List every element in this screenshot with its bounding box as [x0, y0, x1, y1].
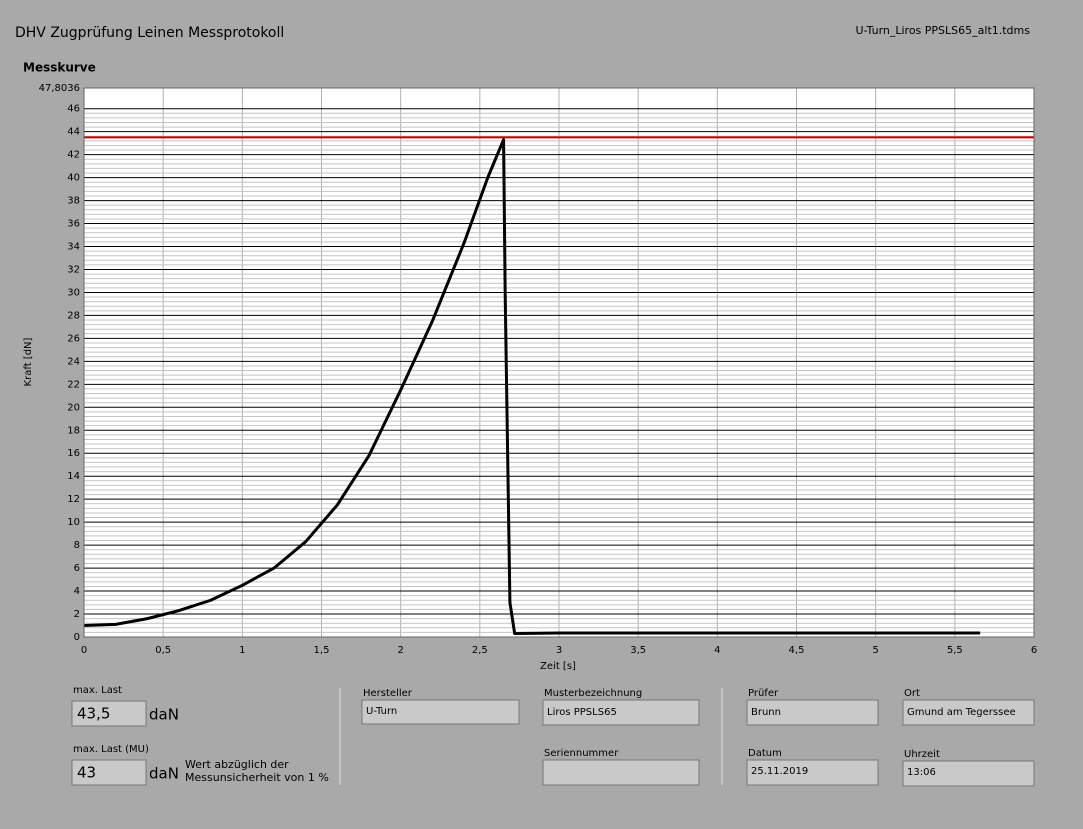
plot-frame — [83, 87, 1035, 638]
file-name: U-Turn_Liros PPSLS65_alt1.tdms — [856, 24, 1031, 37]
y-tick-label: 47,8036 — [39, 83, 80, 94]
x-tick-label: 5,5 — [947, 645, 963, 656]
field-unit: daN — [149, 706, 179, 724]
chart-title: Messkurve — [23, 61, 96, 75]
field-label: Prüfer — [748, 688, 779, 699]
y-tick-label: 6 — [74, 563, 80, 574]
field-value: 43 — [77, 764, 96, 782]
data-line — [83, 138, 981, 636]
y-tick-label: 16 — [67, 448, 80, 459]
x-tick-label: 5 — [872, 645, 878, 656]
x-tick-label: 1,5 — [314, 645, 330, 656]
x-tick-label: 3,5 — [630, 645, 646, 656]
field-value: Gmund am Tegerssee — [907, 707, 1016, 718]
field-label: Uhrzeit — [904, 749, 940, 760]
field-box — [746, 699, 879, 726]
field-label: max. Last (MU) — [73, 744, 149, 755]
x-tick-label: 2,5 — [472, 645, 488, 656]
y-tick-label: 44 — [67, 127, 80, 138]
field-value: U-Turn — [366, 706, 397, 717]
field-note: Messunsicherheit von 1 % — [185, 771, 329, 784]
field-box — [902, 760, 1035, 787]
y-tick-label: 2 — [74, 609, 80, 620]
field-unit: daN — [149, 765, 179, 783]
y-tick-label: 38 — [67, 196, 80, 207]
field-label: Hersteller — [363, 688, 413, 699]
field-label: Ort — [904, 688, 920, 699]
y-tick-label: 4 — [74, 586, 80, 597]
field-value: 43,5 — [77, 705, 110, 723]
x-tick-label: 1 — [239, 645, 245, 656]
y-tick-label: 26 — [67, 333, 80, 344]
y-tick-label: 14 — [67, 471, 80, 482]
field-label: Datum — [748, 748, 782, 759]
y-tick-label: 0 — [74, 632, 80, 643]
y-tick-label: 10 — [67, 517, 80, 528]
x-axis-label: Zeit [s] — [540, 661, 576, 672]
x-tick-label: 4,5 — [789, 645, 805, 656]
y-tick-label: 28 — [67, 310, 80, 321]
y-tick-label: 24 — [67, 356, 80, 367]
y-tick-label: 36 — [67, 219, 80, 230]
x-tick-label: 2 — [397, 645, 403, 656]
field-note: Wert abzüglich der — [185, 758, 289, 771]
x-tick-label: 0,5 — [155, 645, 171, 656]
y-tick-label: 30 — [67, 287, 80, 298]
y-tick-label: 18 — [67, 425, 80, 436]
y-tick-label: 34 — [67, 242, 80, 253]
plot — [83, 87, 1035, 638]
y-tick-label: 20 — [67, 402, 80, 413]
y-tick-label: 42 — [67, 150, 80, 161]
field-box — [542, 759, 700, 786]
y-tick-label: 12 — [67, 494, 80, 505]
y-tick-label: 46 — [67, 104, 80, 115]
field-value: Liros PPSLS65 — [547, 707, 617, 718]
x-tick-label: 3 — [556, 645, 562, 656]
field-value: 13:06 — [907, 767, 936, 778]
field-label: max. Last — [73, 685, 122, 696]
y-tick-label: 40 — [67, 173, 80, 184]
y-tick-label: 22 — [67, 379, 80, 390]
y-tick-label: 8 — [74, 540, 80, 551]
y-axis-label: Kraft [dN] — [23, 337, 34, 386]
page-title: DHV Zugprüfung Leinen Messprotokoll — [15, 25, 284, 41]
field-box — [542, 699, 700, 726]
x-tick-label: 0 — [81, 645, 87, 656]
field-box — [361, 699, 520, 725]
field-box — [71, 700, 147, 727]
y-tick-label: 32 — [67, 264, 80, 275]
x-tick-label: 6 — [1031, 645, 1037, 656]
field-box — [71, 759, 147, 786]
field-value: 25.11.2019 — [751, 766, 808, 777]
field-box — [902, 699, 1035, 726]
field-label: Musterbezeichnung — [544, 688, 642, 699]
field-value: Brunn — [751, 707, 781, 718]
field-box — [746, 759, 879, 786]
x-tick-label: 4 — [714, 645, 720, 656]
field-label: Seriennummer — [544, 748, 619, 759]
